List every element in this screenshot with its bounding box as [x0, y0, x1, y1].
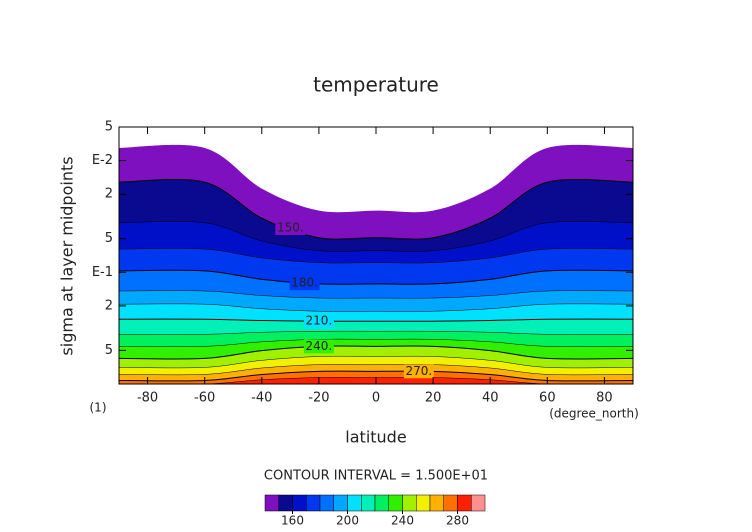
- y-tick-label: 5: [105, 120, 113, 135]
- field: [119, 144, 633, 384]
- x-tick-label: -60: [194, 391, 215, 406]
- colorbar-box: [278, 494, 293, 512]
- colorbar-box: [402, 494, 417, 512]
- colorbar-tick-label: 280: [446, 514, 469, 528]
- x-tick-label: 60: [539, 391, 556, 406]
- y-tick-label: E-1: [92, 265, 113, 280]
- x-tick-label: 0: [372, 391, 380, 406]
- x-tick-label: 40: [482, 391, 499, 406]
- x-units: (degree_north): [549, 407, 639, 421]
- contour-label: 150.: [277, 220, 304, 234]
- contour-line: [119, 355, 633, 369]
- colorbar-box: [471, 494, 486, 512]
- y-units: (1): [90, 401, 107, 415]
- contour-label: 240.: [306, 339, 333, 353]
- contour-line: [119, 179, 633, 240]
- contour-line: [119, 338, 633, 347]
- y-tick-label: 5: [105, 343, 113, 358]
- colorbar-box: [319, 494, 334, 512]
- contour-label: 270.: [405, 364, 432, 378]
- contour-label: 210.: [306, 314, 333, 328]
- x-tick-label: -20: [308, 391, 329, 406]
- y-tick-label: 2: [105, 187, 113, 202]
- contour-interval: CONTOUR INTERVAL = 1.500E+01: [264, 469, 488, 484]
- contour-line: [119, 290, 633, 299]
- contour-line: [119, 269, 633, 285]
- colorbar-box: [264, 494, 279, 512]
- colorbar-box: [292, 494, 307, 512]
- x-tick-label: 20: [425, 391, 442, 406]
- contour-line: [119, 364, 633, 376]
- contour-line: [119, 330, 633, 335]
- contour-line: [119, 345, 633, 360]
- colorbar-tick-label: 200: [336, 514, 359, 528]
- contour-line: [119, 318, 633, 322]
- x-tick-label: -80: [137, 391, 158, 406]
- colorbar-box: [429, 494, 444, 512]
- colorbar-tick-label: 240: [391, 514, 414, 528]
- colorbar-box: [388, 494, 403, 512]
- colorbar-box: [374, 494, 389, 512]
- contour-line: [119, 221, 633, 252]
- contour-label-bg: [289, 276, 320, 291]
- colorbar-box: [457, 494, 472, 512]
- colorbar-box: [443, 494, 458, 512]
- contour-label-bg: [275, 220, 306, 235]
- contour-label: 180.: [291, 276, 318, 290]
- y-tick-label: 2: [105, 298, 113, 313]
- y-axis-label: sigma at layer midpoints: [58, 156, 77, 355]
- x-tick-label: 80: [596, 391, 613, 406]
- colorbar-box: [333, 494, 348, 512]
- contour-line: [119, 370, 633, 382]
- x-axis-label: latitude: [345, 428, 406, 447]
- colorbar-box: [361, 494, 376, 512]
- y-tick-label: E-2: [92, 153, 113, 168]
- colorbar-box: [347, 494, 362, 512]
- contour-label-bg: [303, 314, 334, 329]
- contour-line: [119, 248, 633, 264]
- contour-label-bg: [303, 339, 334, 354]
- contour-label-bg: [403, 364, 434, 379]
- colorbar-box: [306, 494, 321, 512]
- colorbar-box: [416, 494, 431, 512]
- colorbar-tick-label: 160: [281, 514, 304, 528]
- chart-title: temperature: [313, 73, 439, 97]
- contour-line: [119, 303, 633, 312]
- x-tick-label: -40: [251, 391, 272, 406]
- y-tick-label: 5: [105, 231, 113, 246]
